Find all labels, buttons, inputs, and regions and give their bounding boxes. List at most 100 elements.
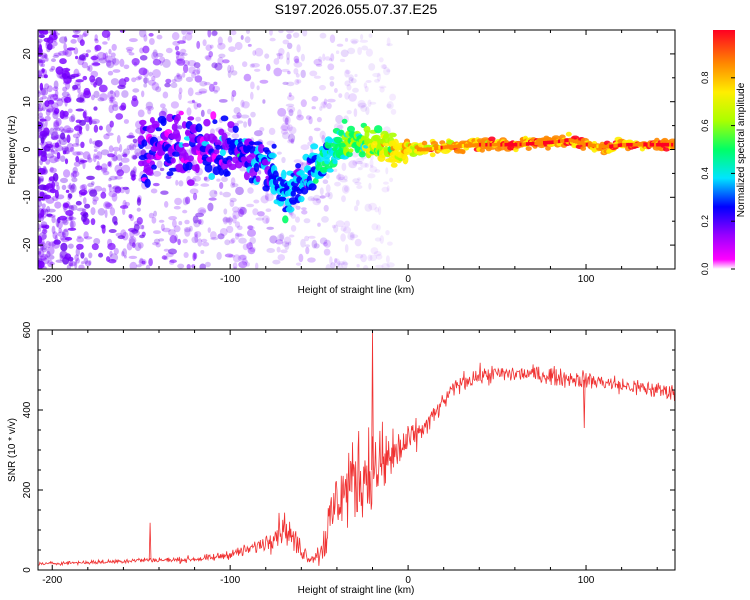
spectrogram-speckle: [66, 75, 76, 79]
y-tick-label: 20: [22, 48, 33, 60]
spectrogram-speckle: [46, 246, 55, 256]
spectrogram-speckle: [89, 138, 93, 145]
spectrogram-speckle: [344, 37, 349, 42]
colorbar-tick-label: 0.0: [700, 263, 710, 276]
spectrogram-speckle: [114, 186, 122, 194]
spectrogram-speckle: [75, 55, 79, 60]
spectrogram-speckle: [277, 53, 281, 60]
spectrogram-speckle: [265, 217, 269, 224]
spectrogram-speckle: [346, 84, 352, 91]
spectrogram-speckle: [38, 148, 42, 158]
spectrogram-speckle: [41, 141, 49, 151]
spectrogram-speckle: [288, 133, 296, 143]
spectrogram-speckle: [136, 217, 143, 225]
spectrogram-speckle: [110, 52, 116, 58]
spectrogram-speckle: [200, 238, 208, 243]
spectrogram-speckle: [110, 95, 114, 103]
spectrogram-ridge-core: [485, 142, 489, 147]
spectrogram-speckle: [219, 182, 224, 189]
spectrogram-speckle: [41, 203, 46, 209]
spectrogram-ridge-cell: [151, 120, 160, 129]
spectrogram-speckle: [165, 78, 172, 84]
spectrogram-ridge-core: [493, 142, 497, 147]
spectrogram-speckle: [111, 192, 118, 202]
spectrogram-speckle: [246, 203, 255, 208]
spectrogram-speckle: [211, 30, 218, 37]
spectrogram-speckle: [40, 177, 44, 181]
spectrogram-speckle: [73, 47, 79, 55]
spectrogram-speckle: [243, 73, 252, 82]
spectrogram-speckle: [288, 234, 295, 238]
spectrogram-speckle: [386, 43, 393, 47]
spectrogram-speckle: [338, 93, 343, 98]
spectrogram-speckle: [257, 211, 265, 217]
spectrogram-speckle: [348, 93, 357, 102]
spectrogram-ridge-core: [425, 147, 429, 152]
spectrogram-speckle: [75, 79, 84, 83]
spectrogram-ridge-core: [579, 141, 583, 145]
spectrogram-speckle: [50, 65, 56, 71]
spectrogram-ridge-core: [438, 146, 442, 150]
spectrogram-ridge-core: [453, 144, 457, 149]
spectrogram-speckle: [383, 181, 389, 185]
spectrogram-speckle: [53, 127, 61, 132]
spectrogram-speckle: [145, 264, 150, 269]
spectrogram-speckle: [38, 227, 42, 232]
spectrogram-ridge-core: [666, 142, 670, 147]
spectrogram-speckle: [114, 175, 123, 180]
spectrogram-speckle: [81, 184, 87, 190]
spectrogram-speckle: [116, 169, 124, 177]
spectrogram-speckle: [348, 74, 354, 82]
spectrogram-speckle: [232, 214, 237, 224]
spectrogram-ridge-core: [560, 139, 564, 143]
spectrogram-speckle: [90, 207, 96, 216]
spectrogram-speckle: [295, 216, 300, 223]
spectrogram-speckle: [130, 176, 137, 181]
spectrogram-speckle: [347, 232, 355, 241]
spectrogram-ridge-core: [604, 145, 608, 149]
spectrogram-speckle: [57, 231, 65, 237]
spectrogram-speckle: [238, 237, 247, 244]
spectrogram-speckle: [129, 261, 138, 269]
spectrogram-x-label: Height of straight line (km): [298, 285, 415, 296]
spectrogram-ridge-core: [504, 142, 508, 147]
spectrogram-ridge-core: [506, 142, 510, 147]
spectrogram-speckle: [354, 181, 362, 186]
spectrogram-speckle: [212, 30, 218, 36]
spectrogram-speckle: [89, 120, 97, 125]
spectrogram-speckle: [383, 67, 391, 76]
spectrogram-speckle: [249, 63, 255, 68]
spectrogram-speckle: [47, 208, 56, 213]
spectrogram-speckle: [360, 105, 368, 112]
spectrogram-speckle: [254, 47, 264, 57]
spectrogram-ridge-cell: [187, 116, 195, 121]
spectrogram-speckle: [168, 248, 177, 255]
spectrogram-ridge-core: [639, 142, 643, 147]
spectrogram-speckle: [205, 44, 212, 51]
spectrogram-speckle: [378, 206, 382, 216]
spectrogram-speckle: [293, 61, 303, 68]
spectrogram-speckle: [38, 222, 41, 231]
colorbar-tick-label: 0.6: [700, 119, 710, 132]
spectrogram-speckle: [68, 261, 77, 267]
y-tick-label: 0: [22, 567, 33, 573]
spectrogram-speckle: [120, 205, 129, 209]
spectrogram-speckle: [367, 254, 373, 262]
spectrogram-speckle: [53, 121, 60, 131]
spectrogram-ridge-core: [630, 142, 634, 147]
x-tick-label: -100: [220, 274, 240, 285]
spectrogram-speckle: [213, 81, 218, 86]
spectrogram-ridge-core: [628, 142, 632, 147]
spectrogram-ridge-core: [532, 141, 536, 146]
spectrogram-speckle: [149, 38, 155, 45]
spectrogram-speckle: [283, 236, 292, 245]
spectrogram-speckle: [38, 105, 44, 112]
spectrogram-speckle: [56, 98, 63, 107]
spectrogram-speckle: [161, 255, 168, 260]
spectrogram-speckle: [101, 187, 107, 193]
spectrogram-ridge-core: [577, 140, 581, 145]
spectrogram-speckle: [129, 214, 135, 222]
spectrogram-speckle: [113, 151, 118, 156]
spectrogram-speckle: [141, 90, 145, 98]
spectrogram-ridge-cell: [215, 144, 222, 150]
